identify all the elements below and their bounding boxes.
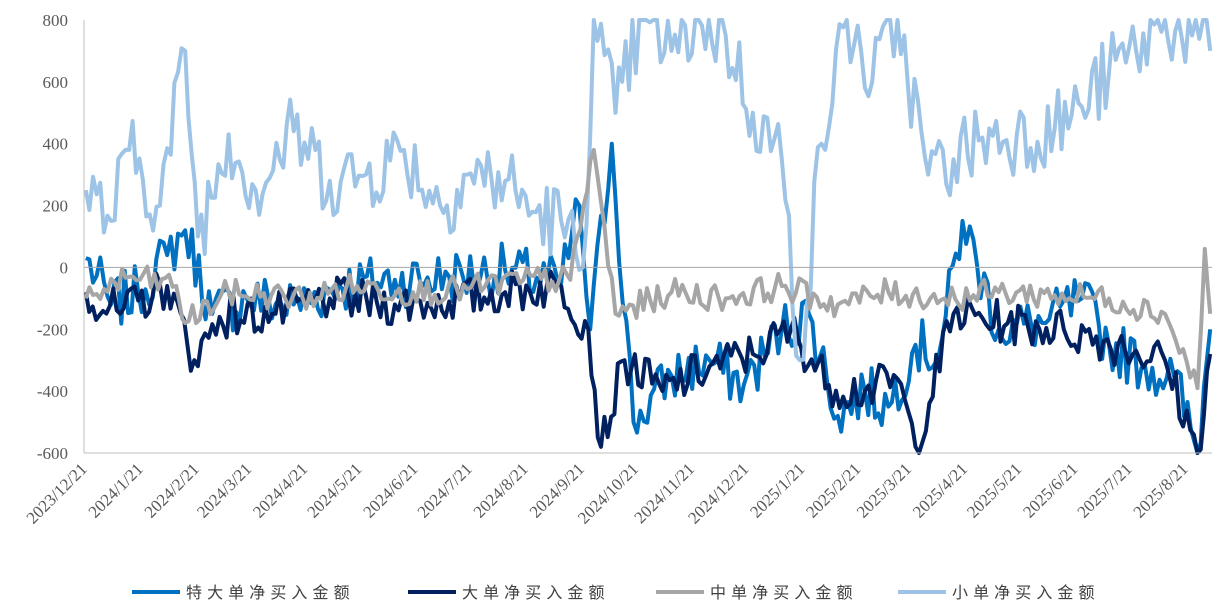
x-tick-labels: 2023/12/212024/1/212024/2/212024/3/21202… <box>23 459 1192 527</box>
x-tick-label: 2024/5/21 <box>303 459 365 521</box>
y-tick-label: 400 <box>43 135 69 154</box>
series-line <box>83 18 1213 363</box>
legend: 特 大 单 净 买 入 金 额 大 单 净 买 入 金 额 中 单 净 买 入 金 … <box>132 583 1095 602</box>
series-line <box>83 147 1213 391</box>
y-tick-label: 0 <box>60 258 69 277</box>
x-tick-label: 2024/8/21 <box>470 459 532 521</box>
x-tick-label: 2025/2/21 <box>802 459 864 521</box>
y-tick-label: 800 <box>43 11 69 30</box>
x-tick-label: 2025/4/21 <box>909 459 971 521</box>
series-layer <box>83 18 1213 455</box>
x-tick-label: 2024/4/21 <box>249 459 311 521</box>
legend-label: 小 单 净 买 入 金 额 <box>952 583 1095 602</box>
x-tick-label: 2024/1/21 <box>85 459 147 521</box>
x-tick-label: 2025/8/21 <box>1130 459 1192 521</box>
y-tick-label: -400 <box>37 382 68 401</box>
x-tick-label: 2024/6/21 <box>359 459 421 521</box>
x-tick-label: 2025/6/21 <box>1019 459 1081 521</box>
series-line <box>83 269 1213 455</box>
x-tick-label: 2024/7/21 <box>414 459 476 521</box>
x-tick-label: 2023/12/21 <box>23 459 91 527</box>
x-tick-label: 2024/2/21 <box>141 459 203 521</box>
x-tick-label: 2025/3/21 <box>853 459 915 521</box>
y-tick-label: -200 <box>37 320 68 339</box>
x-tick-label: 2025/5/21 <box>963 459 1025 521</box>
legend-label: 中 单 净 买 入 金 额 <box>710 583 853 602</box>
x-tick-label: 2024/3/21 <box>193 459 255 521</box>
x-tick-label: 2025/7/21 <box>1073 459 1135 521</box>
y-tick-labels: -600 -400 -200 0 200 400 600 800 <box>37 11 68 463</box>
legend-label: 大 单 净 买 入 金 额 <box>462 583 605 602</box>
y-tick-label: -600 <box>37 444 68 463</box>
y-tick-label: 200 <box>43 197 69 216</box>
y-tick-label: 600 <box>43 73 69 92</box>
legend-label: 特 大 单 净 买 入 金 额 <box>186 583 350 602</box>
x-tick-label: 2025/1/21 <box>746 459 808 521</box>
